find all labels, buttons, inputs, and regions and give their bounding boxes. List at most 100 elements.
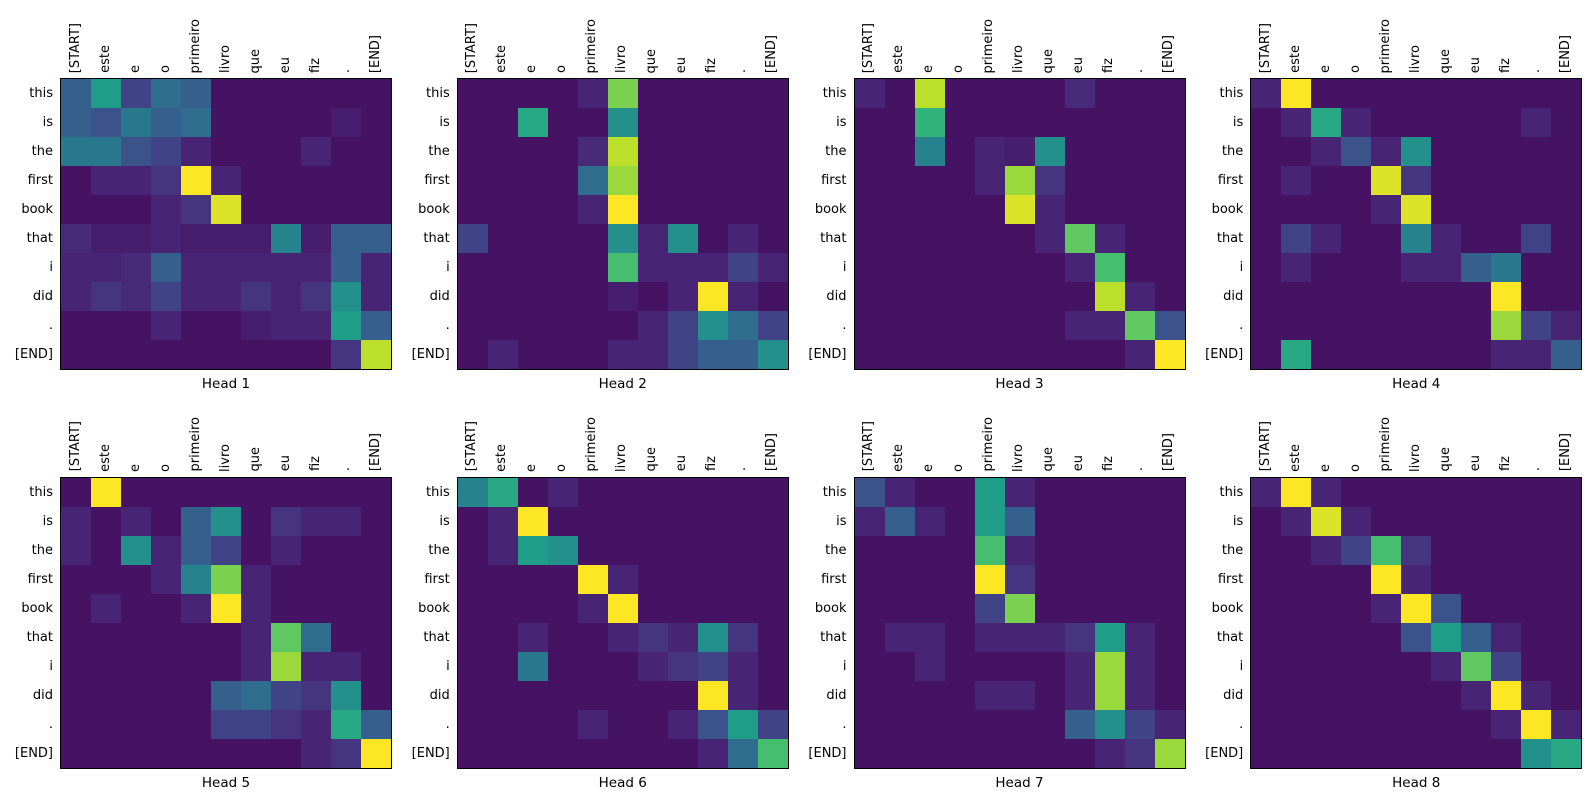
y-tick-label: i <box>49 260 53 275</box>
heatmap-cell <box>1094 79 1125 108</box>
heatmap-cell <box>121 709 151 739</box>
axes-corner <box>1192 405 1250 477</box>
heatmap-cell <box>331 506 361 536</box>
x-tick-label-text: [START] <box>464 22 480 73</box>
heatmap-cell <box>361 311 391 340</box>
heatmap-cell <box>667 738 698 768</box>
y-tick-label: the <box>825 144 847 159</box>
x-tick-label: eu <box>270 6 300 78</box>
x-tick-label: [START] <box>457 405 487 477</box>
heatmap-cell <box>1311 622 1342 652</box>
x-tick-label-text: livro <box>1011 45 1026 73</box>
x-tick-label: o <box>944 6 974 78</box>
x-tick-label-text: que <box>644 447 660 472</box>
heatmap-cell <box>361 137 391 166</box>
heatmap-cell <box>487 108 518 137</box>
heatmap-cell <box>91 680 121 710</box>
heatmap-cell <box>1461 477 1492 507</box>
y-tick-label: book <box>814 202 847 217</box>
heatmap-cell <box>1311 224 1342 253</box>
heatmap-cell <box>1124 651 1155 681</box>
heatmap-cell <box>1311 477 1342 507</box>
heatmap-cell <box>1124 137 1155 166</box>
y-tick-label: is <box>439 513 450 529</box>
heatmap-cell <box>1551 195 1582 224</box>
heatmap-cell <box>727 108 758 137</box>
attention-heatmap <box>60 78 392 370</box>
heatmap-cell <box>1094 340 1125 369</box>
heatmap-cell <box>1521 564 1552 594</box>
x-tick-label: e <box>517 6 547 78</box>
x-tick-label-text: [END] <box>1557 433 1573 472</box>
heatmap-cell <box>271 651 301 681</box>
heatmap-cell <box>61 224 91 253</box>
heatmap-cell <box>884 564 915 594</box>
heatmap-cell <box>301 651 331 681</box>
heatmap-cell <box>1094 535 1125 565</box>
heatmap-cell <box>121 108 151 137</box>
heatmap-cell <box>1401 535 1432 565</box>
heatmap-cell <box>181 564 211 594</box>
x-tick-label-text: o <box>951 65 966 73</box>
heatmap-cell <box>1034 224 1065 253</box>
y-tick-label: that <box>1216 629 1244 645</box>
heatmap-cell <box>1341 535 1372 565</box>
heatmap-cell <box>944 253 975 282</box>
x-tick-label: este <box>1280 405 1310 477</box>
heatmap-cell <box>241 195 271 224</box>
heatmap-cell <box>607 224 638 253</box>
heatmap-cell <box>1124 166 1155 195</box>
heatmap-cell <box>457 79 488 108</box>
subplot-title: Head 1 <box>201 376 251 392</box>
x-tick-label: e <box>517 405 547 477</box>
heatmap-cell <box>637 195 668 224</box>
x-tick-label: este <box>884 405 914 477</box>
heatmap-cell <box>1094 224 1125 253</box>
heatmap-cell <box>517 224 548 253</box>
x-tick-label: eu <box>667 6 697 78</box>
heatmap-cell <box>577 564 608 594</box>
heatmap-cell <box>61 738 91 768</box>
y-tick-label: did <box>1223 687 1244 703</box>
heatmap-cell <box>331 311 361 340</box>
heatmap-cell <box>1124 224 1155 253</box>
heatmap-cell <box>1064 593 1095 623</box>
heatmap-cell <box>944 593 975 623</box>
heatmap-cell <box>331 282 361 311</box>
heatmap-cell <box>61 564 91 594</box>
heatmap-cell <box>727 282 758 311</box>
heatmap-cell <box>121 593 151 623</box>
heatmap-cell <box>151 195 181 224</box>
heatmap-cell <box>1094 564 1125 594</box>
heatmap-cell <box>1521 709 1552 739</box>
heatmap-cell <box>854 79 885 108</box>
x-tick-label: que <box>240 405 270 477</box>
heatmap-cell <box>517 651 548 681</box>
heatmap-cell <box>727 340 758 369</box>
heatmap-cell <box>1124 564 1155 594</box>
heatmap-cell <box>757 593 788 623</box>
x-tick-label: este <box>487 405 517 477</box>
heatmap-cell <box>1401 593 1432 623</box>
x-tick-label: primeiro <box>1370 405 1400 477</box>
heatmap-cell <box>361 709 391 739</box>
heatmap-cell <box>361 738 391 768</box>
heatmap-cell <box>637 108 668 137</box>
x-tick-label: que <box>1430 6 1460 78</box>
heatmap-cell <box>1461 709 1492 739</box>
heatmap-cell <box>361 477 391 507</box>
x-tick-label: primeiro <box>974 405 1004 477</box>
heatmap-cell <box>727 477 758 507</box>
heatmap-cell <box>667 282 698 311</box>
heatmap-cell <box>1551 535 1582 565</box>
x-tick-label: que <box>637 6 667 78</box>
heatmap-cell <box>1004 535 1035 565</box>
x-tick-label: livro <box>1400 405 1430 477</box>
heatmap-cell <box>361 108 391 137</box>
heatmap-cell <box>854 680 885 710</box>
x-tick-label: [END] <box>1154 405 1184 477</box>
heatmap-cell <box>1521 311 1552 340</box>
heatmap-cell <box>151 166 181 195</box>
heatmap-cell <box>271 166 301 195</box>
x-tick-label-text: eu <box>674 56 690 73</box>
